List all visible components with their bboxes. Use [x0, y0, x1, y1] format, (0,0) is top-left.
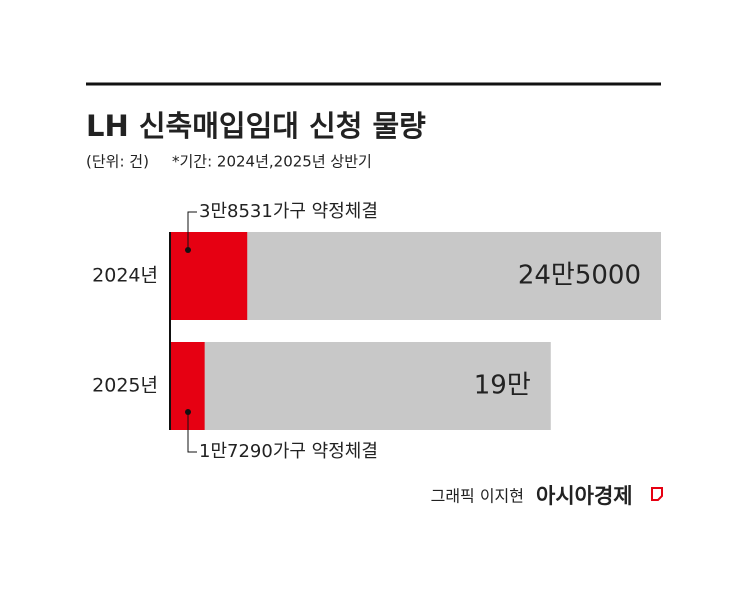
logo-icon: [651, 487, 663, 501]
value-label: 1만7290가구 약정체결: [199, 441, 378, 462]
value-label: 19만: [474, 371, 531, 401]
note: *기간: 2024년,2025년 상반기: [172, 153, 372, 171]
source: 아시아경제: [536, 484, 633, 508]
bar: [170, 232, 661, 320]
annotation-leader: [187, 211, 197, 250]
subtitle: (단위: 건): [86, 153, 149, 171]
chart-title: LH 신축매입임대 신청 물량: [86, 109, 426, 143]
annotation-leader: [187, 412, 197, 453]
y-tick-label: 2024년: [92, 265, 158, 287]
value-label: 24만5000: [518, 261, 641, 291]
bar: [170, 232, 248, 320]
y-tick-label: 2025년: [92, 375, 158, 397]
value-label: 3만8531가구 약정체결: [199, 201, 378, 222]
credit: 그래픽 이지현: [431, 487, 524, 506]
bar: [170, 342, 205, 430]
bar: [170, 342, 551, 430]
